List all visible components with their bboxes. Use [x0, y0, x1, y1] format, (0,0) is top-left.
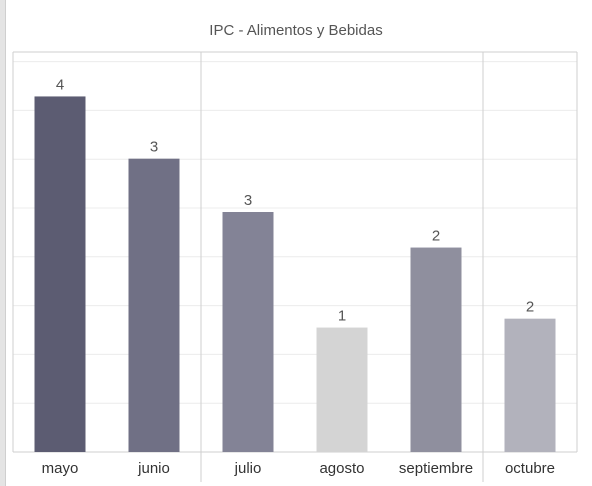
x-tick-junio: junio	[137, 460, 170, 477]
x-tick-agosto: agosto	[319, 460, 364, 477]
bar-septiembre	[410, 247, 462, 452]
left-panel-edge	[0, 0, 6, 486]
data-label-septiembre: 2	[432, 228, 440, 245]
chart-title: IPC - Alimentos y Bebidas	[209, 22, 382, 39]
bar-julio	[222, 212, 274, 452]
labels-layer: 4 3 3 1 2 2	[56, 76, 534, 324]
x-tick-septiembre: septiembre	[399, 460, 473, 477]
bar-octubre	[504, 318, 556, 452]
data-label-julio: 3	[244, 192, 252, 209]
data-label-mayo: 4	[56, 76, 64, 93]
data-label-agosto: 1	[338, 308, 346, 325]
x-tick-octubre: octubre	[505, 460, 555, 477]
bar-mayo	[34, 96, 86, 452]
bars-layer	[34, 96, 556, 452]
ticks-layer: mayo junio julio agosto septiembre octubre	[42, 460, 555, 477]
data-label-octubre: 2	[526, 299, 534, 316]
grid-layer	[12, 51, 578, 482]
data-label-junio: 3	[150, 139, 158, 156]
bar-junio	[128, 158, 180, 452]
x-tick-julio: julio	[234, 460, 262, 477]
x-tick-mayo: mayo	[42, 460, 79, 477]
bar-agosto	[316, 327, 368, 452]
